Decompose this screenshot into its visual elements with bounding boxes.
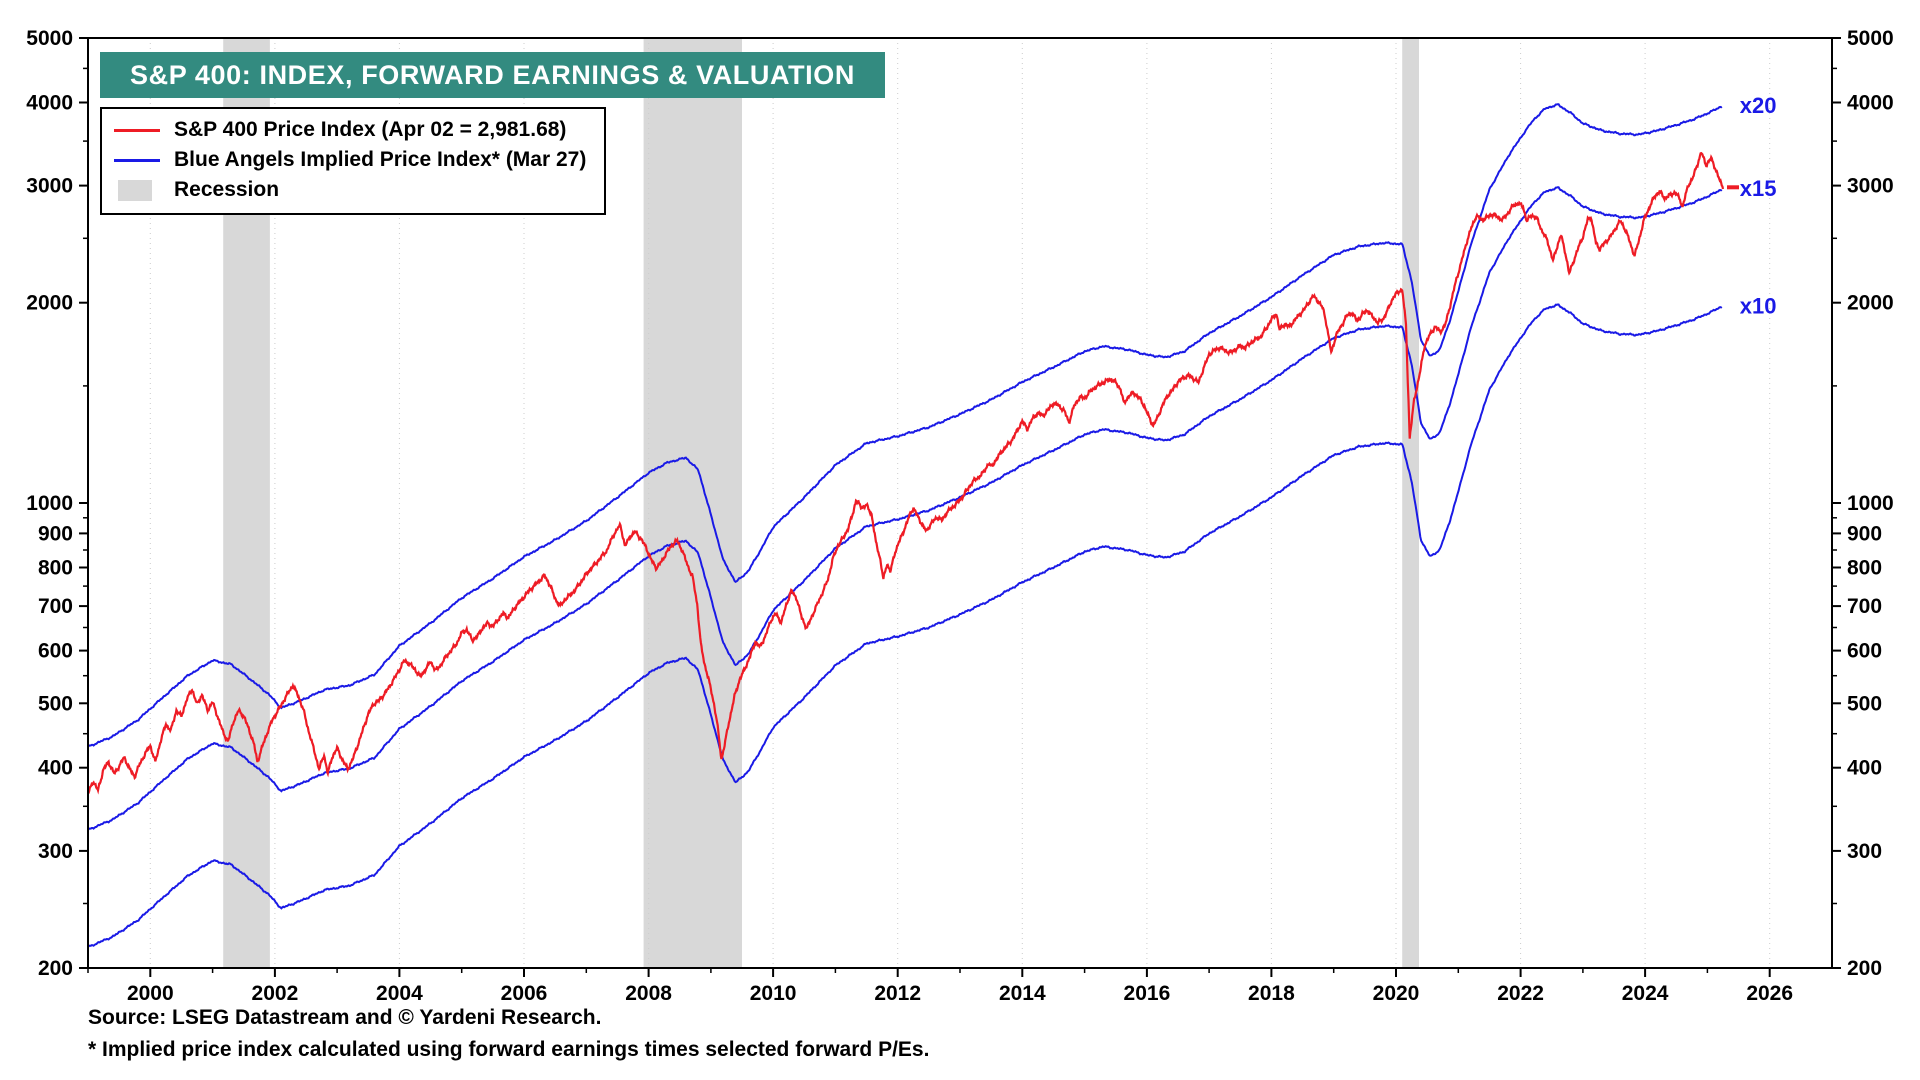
y-axis-label-right: 5000 bbox=[1847, 27, 1894, 50]
x-axis-label: 2008 bbox=[625, 982, 672, 1005]
y-axis-label-right: 200 bbox=[1847, 957, 1882, 980]
y-axis-label-right: 3000 bbox=[1847, 175, 1894, 198]
chart-legend: S&P 400 Price Index (Apr 02 = 2,981.68) … bbox=[100, 107, 607, 215]
x-axis-label: 2002 bbox=[252, 982, 299, 1005]
price-line bbox=[87, 151, 1725, 795]
y-axis-label-left: 200 bbox=[38, 957, 73, 980]
y-axis-label-right: 400 bbox=[1847, 757, 1882, 780]
y-axis-label-left: 400 bbox=[38, 757, 73, 780]
x-axis-label: 2004 bbox=[376, 982, 423, 1005]
y-axis-label-left: 600 bbox=[38, 640, 73, 663]
x-axis-label: 2024 bbox=[1622, 982, 1669, 1005]
y-axis-label-right: 2000 bbox=[1847, 292, 1894, 315]
legend-label-recession: Recession bbox=[174, 178, 280, 201]
legend-item-recession: Recession bbox=[114, 178, 586, 202]
y-axis-label-left: 3000 bbox=[26, 175, 73, 198]
x-axis-label: 2018 bbox=[1248, 982, 1295, 1005]
legend-item-implied: Blue Angels Implied Price Index* (Mar 27… bbox=[114, 148, 586, 172]
y-axis-label-right: 800 bbox=[1847, 556, 1882, 579]
implied-line-x20 bbox=[87, 103, 1723, 748]
x-axis-label: 2022 bbox=[1497, 982, 1544, 1005]
x-axis-label: 2014 bbox=[999, 982, 1046, 1005]
y-axis-label-left: 900 bbox=[38, 522, 73, 545]
y-axis-label-left: 300 bbox=[38, 840, 73, 863]
y-axis-label-right: 900 bbox=[1847, 522, 1882, 545]
y-axis-label-right: 500 bbox=[1847, 692, 1882, 715]
x-axis-label: 2012 bbox=[874, 982, 921, 1005]
y-axis-label-right: 300 bbox=[1847, 840, 1882, 863]
chart-title: S&P 400: INDEX, FORWARD EARNINGS & VALUA… bbox=[100, 52, 885, 98]
pe-multiple-label-x20: x20 bbox=[1740, 93, 1777, 118]
y-axis-label-right: 700 bbox=[1847, 595, 1882, 618]
y-axis-label-left: 5000 bbox=[26, 27, 73, 50]
y-axis-label-left: 800 bbox=[38, 556, 73, 579]
x-axis-label: 2020 bbox=[1373, 982, 1420, 1005]
price-end-marker bbox=[1727, 185, 1739, 190]
implied-line-x10 bbox=[87, 303, 1723, 948]
y-axis-label-right: 1000 bbox=[1847, 492, 1894, 515]
y-axis-label-left: 1000 bbox=[26, 492, 73, 515]
x-axis-label: 2006 bbox=[501, 982, 548, 1005]
y-axis-label-left: 2000 bbox=[26, 292, 73, 315]
footnote-text: * Implied price index calculated using f… bbox=[88, 1038, 930, 1061]
y-axis-label-left: 700 bbox=[38, 595, 73, 618]
pe-multiple-label-x10: x10 bbox=[1740, 293, 1777, 318]
x-axis-label: 2010 bbox=[750, 982, 797, 1005]
x-axis-label: 2026 bbox=[1746, 982, 1793, 1005]
legend-label-implied: Blue Angels Implied Price Index* (Mar 27… bbox=[174, 148, 587, 171]
recession-band bbox=[1402, 38, 1419, 968]
price-line-swatch bbox=[114, 128, 164, 132]
recession-band bbox=[643, 38, 742, 968]
pe-multiple-label-x15: x15 bbox=[1740, 176, 1777, 201]
legend-label-price: S&P 400 Price Index (Apr 02 = 2,981.68) bbox=[174, 118, 567, 141]
implied-line-swatch bbox=[114, 158, 164, 162]
y-axis-label-right: 600 bbox=[1847, 640, 1882, 663]
legend-item-price: S&P 400 Price Index (Apr 02 = 2,981.68) bbox=[114, 118, 586, 142]
y-axis-label-left: 500 bbox=[38, 692, 73, 715]
x-axis-label: 2016 bbox=[1124, 982, 1171, 1005]
y-axis-label-left: 4000 bbox=[26, 91, 73, 114]
y-axis-label-right: 4000 bbox=[1847, 91, 1894, 114]
x-axis-label: 2000 bbox=[127, 982, 174, 1005]
recession-swatch bbox=[114, 179, 164, 201]
implied-line-x15 bbox=[87, 186, 1723, 831]
source-note: Source: LSEG Datastream and © Yardeni Re… bbox=[88, 1006, 602, 1029]
